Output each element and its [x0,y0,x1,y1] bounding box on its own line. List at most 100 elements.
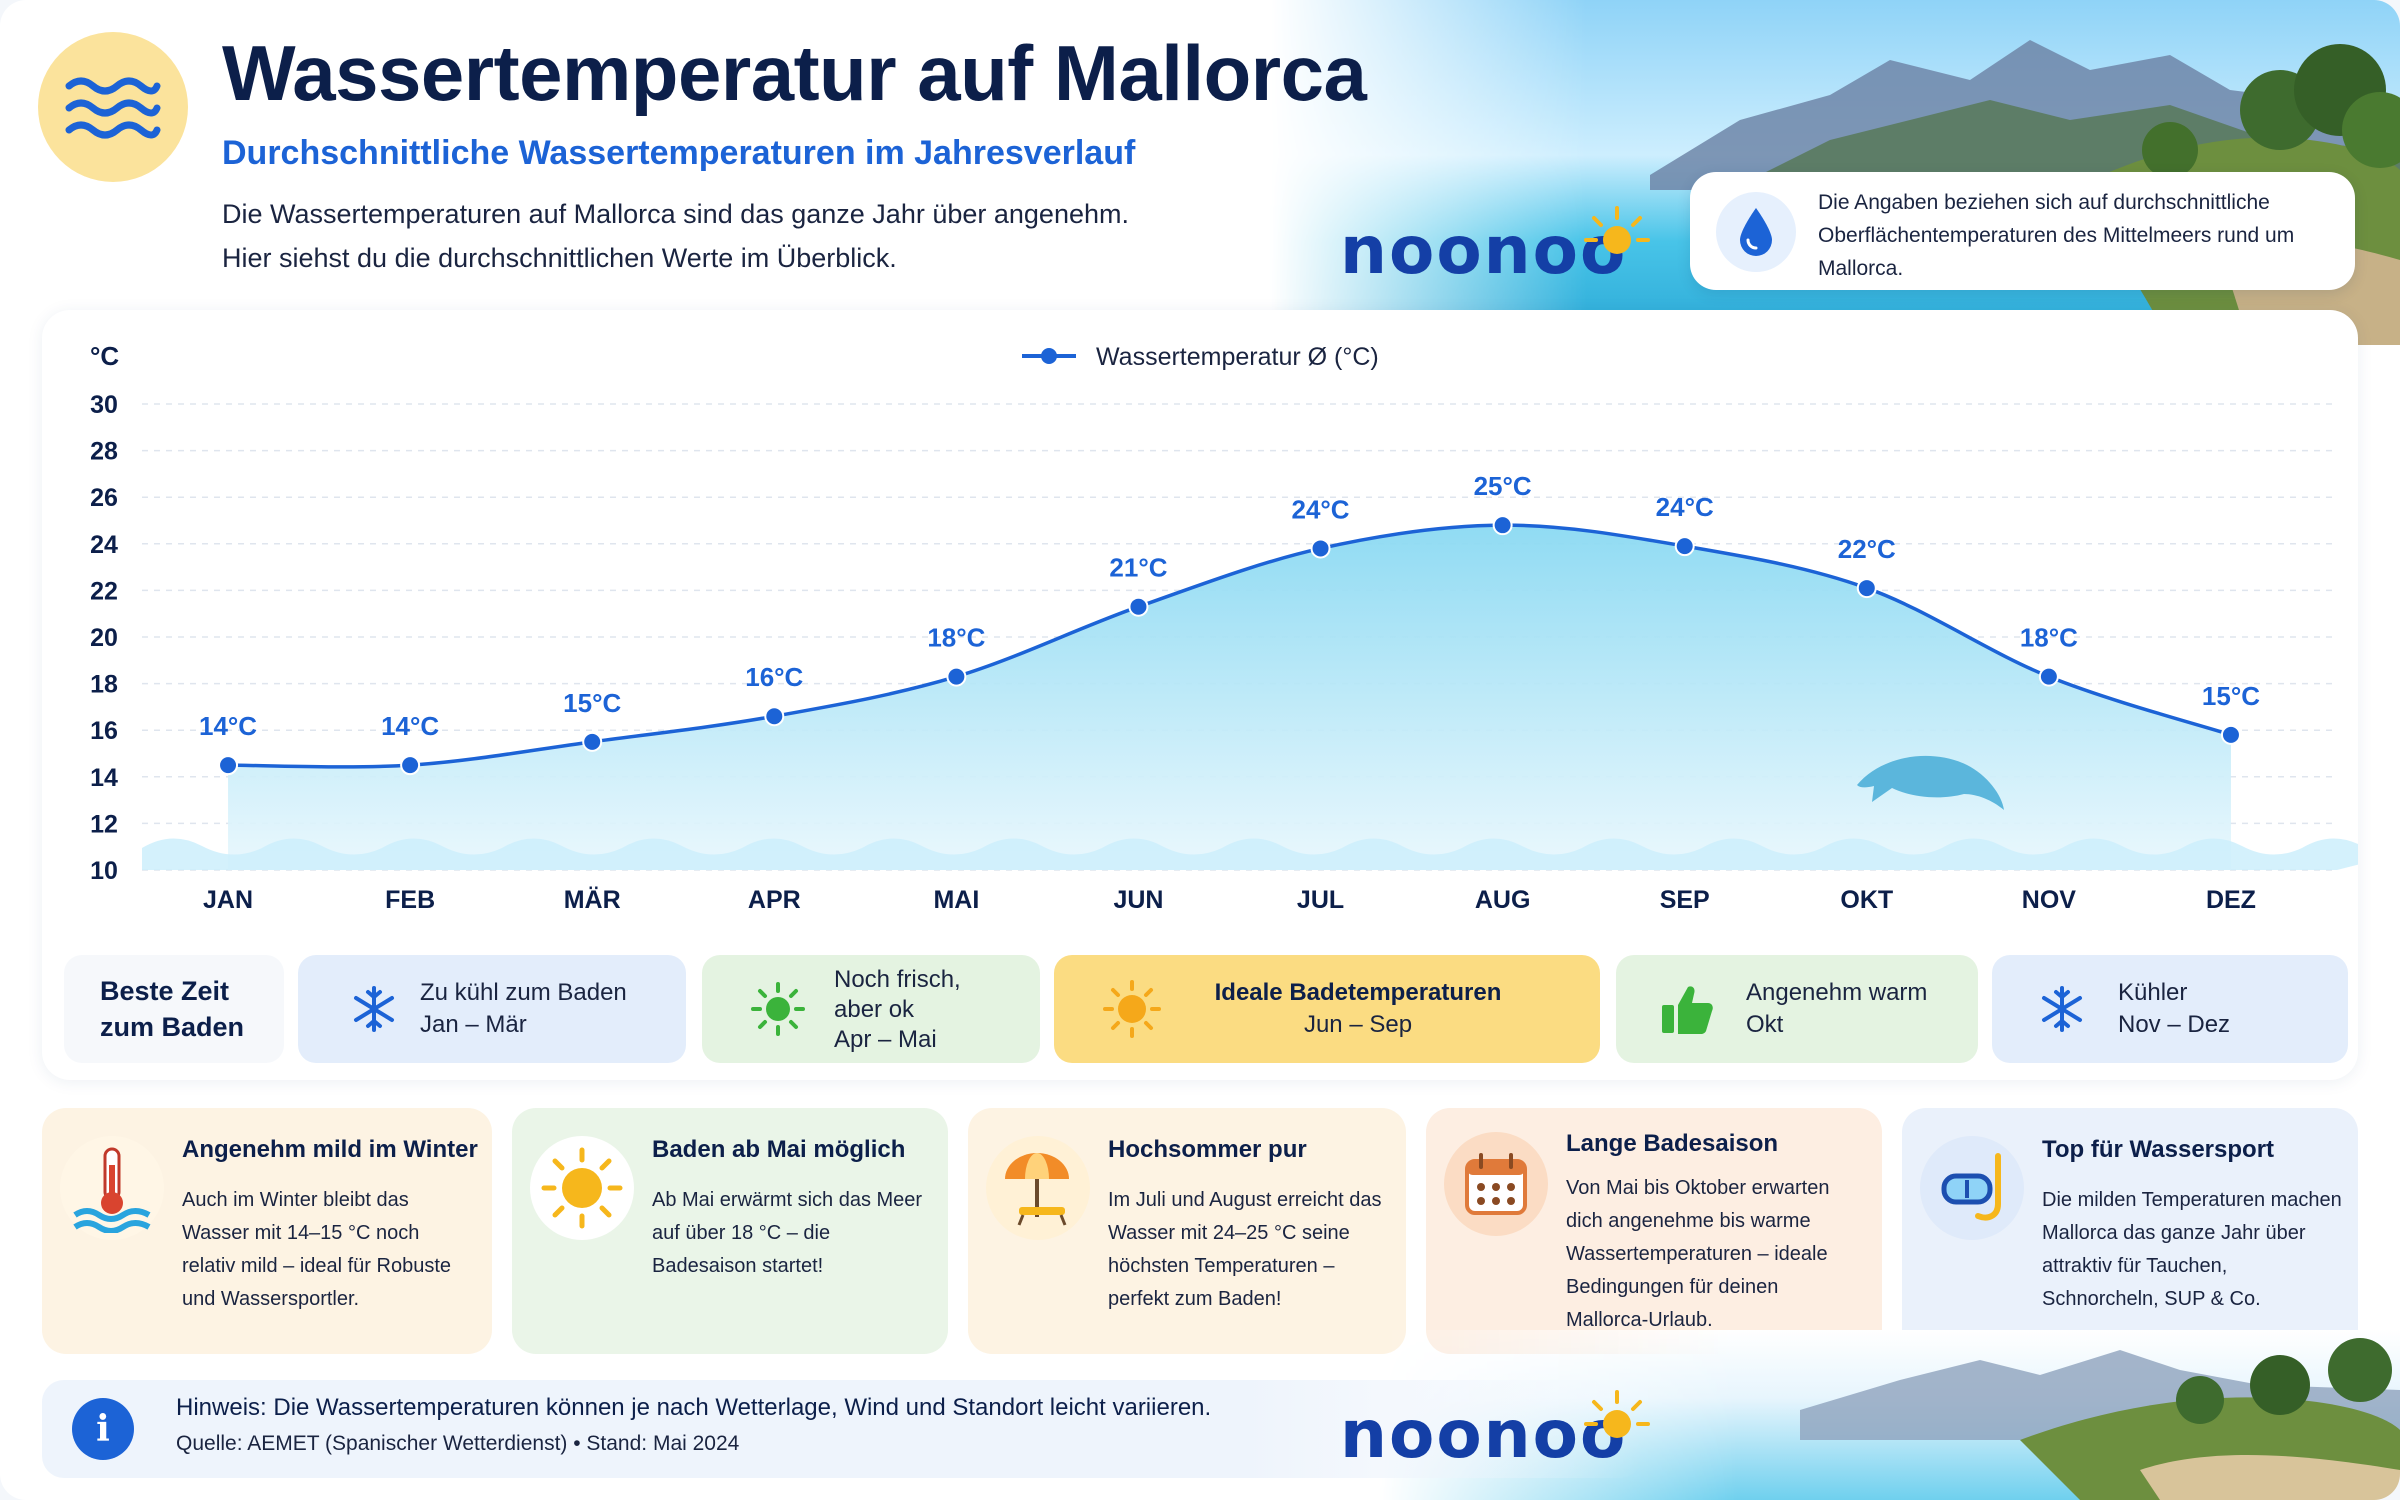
card-text: Von Mai bis Oktober erwarten dich angene… [1566,1177,1830,1331]
intro-text: Die Wassertemperaturen auf Mallorca sind… [222,192,1222,280]
season-too-cold: Zu kühl zum Baden Jan – Mär [298,955,686,1063]
footer-hint: Hinweis: Die Wassertemperaturen können j… [176,1394,1212,1421]
y-tick-label: 24 [90,531,118,559]
thermometer-icon [60,1136,164,1240]
waves-icon [38,32,188,182]
data-point [1310,538,1331,559]
season-label: Ideale Badetemperaturen [1214,979,1502,1006]
season-pleasant: Angenehm warm Okt [1616,955,1978,1063]
data-label: 24°C [1291,494,1349,524]
data-label: 18°C [927,623,985,653]
data-point [1674,536,1695,557]
season-label: Angenehm warm [1746,979,1928,1006]
y-tick-label: 12 [90,810,118,838]
x-tick-label: MAI [933,886,979,914]
x-tick-label: DEZ [2206,886,2256,914]
snowflake-icon [344,979,404,1039]
beach-umbrella-icon [986,1136,1090,1240]
data-label: 16°C [745,662,803,692]
y-tick-label: 18 [90,671,118,699]
sun-icon [530,1136,634,1240]
card-title: Top für Wassersport [2042,1136,2275,1163]
best-time-label-line: Beste Zeit [100,976,230,1006]
calendar-icon [1444,1132,1548,1236]
y-tick-label: 28 [90,438,118,466]
data-label: 14°C [381,711,439,741]
brand-logo-bottom: noonoo [1340,1396,1628,1473]
snorkel-mask-icon [1920,1136,2024,1240]
x-tick-label: AUG [1475,886,1531,914]
season-months: Apr – Mai [834,1026,937,1053]
info-card-season: Lange Badesaison Von Mai bis Oktober erw… [1426,1108,1882,1354]
y-tick-label: 20 [90,624,118,652]
data-label: 21°C [1109,553,1167,583]
card-text: Auch im Winter bleibt das Wasser mit 14–… [182,1189,452,1310]
card-title: Angenehm mild im Winter [182,1136,478,1163]
info-card-may: Baden ab Mai möglich Ab Mai erwärmt sich… [512,1108,948,1354]
season-label: Kühler [2118,979,2188,1006]
season-label: aber ok [834,996,915,1023]
data-point [2220,724,2241,745]
info-icon: i [72,1398,134,1460]
info-card-watersport: Top für Wassersport Die milden Temperatu… [1902,1108,2358,1354]
season-label: Noch frisch, [834,966,961,993]
best-time-label: Beste Zeit zum Baden [64,955,284,1063]
season-months: Jun – Sep [1303,1011,1413,1038]
x-tick-label: JUN [1113,886,1163,914]
info-card-winter: Angenehm mild im Winter Auch im Winter b… [42,1108,492,1354]
dolphin-icon [1857,755,2004,810]
data-label: 15°C [563,688,621,718]
x-tick-label: SEP [1660,886,1710,914]
y-tick-label: 14 [90,764,118,792]
y-tick-label: 22 [90,577,118,605]
data-label: 18°C [2020,623,2078,653]
water-temperature-chart: 10 12 14 16 18 20 22 24 26 28 30 °C 14°C 14°C 15°C 16°C… [90,341,2358,914]
brand-sun-icon [1584,1390,1650,1438]
legend-marker [1041,348,1057,364]
data-label: 25°C [1474,471,1532,501]
season-label: Zu kühl zum Baden [420,979,627,1006]
chart-panel: 10 12 14 16 18 20 22 24 26 28 30 °C 14°C 14°C 15°C 16°C… [42,310,2358,1080]
data-point [400,755,421,776]
sun-icon [1102,979,1162,1039]
x-tick-label: NOV [2022,886,2077,914]
note-card: Die Angaben beziehen sich auf durchschni… [1690,172,2355,290]
data-point [946,666,967,687]
x-tick-label: APR [748,886,801,914]
intro-line: Hier siehst du die durchschnittlichen We… [222,243,897,273]
x-tick-label: OKT [1840,886,1893,914]
series-line [228,523,2232,769]
area-fill [228,525,2231,870]
card-text: Die milden Temperaturen machen Mallorca … [2042,1189,2342,1310]
y-tick-label: 30 [90,391,118,419]
data-label: 14°C [199,711,257,741]
y-axis-label: °C [90,341,119,371]
page-title: Wassertemperatur auf Mallorca [222,29,1367,117]
thumbs-up-icon [1656,979,1716,1039]
card-title: Lange Badesaison [1566,1130,1779,1157]
data-label: 22°C [1838,534,1896,564]
best-time-label-line: zum Baden [100,1012,245,1042]
data-label: 24°C [1656,492,1714,522]
card-title: Baden ab Mai möglich [652,1136,906,1163]
data-point [2038,666,2059,687]
legend-label: Wassertemperatur Ø (°C) [1096,343,1379,371]
y-tick-label: 10 [90,857,118,885]
page-subtitle: Durchschnittliche Wassertemperaturen im … [222,134,1136,172]
data-point [218,755,239,776]
note-text: Die Angaben beziehen sich auf durchschni… [1818,191,2295,280]
snowflake-icon [2032,979,2092,1039]
intro-line: Die Wassertemperaturen auf Mallorca sind… [222,199,1129,229]
footer-source: Quelle: AEMET (Spanischer Wetterdienst) … [176,1432,740,1455]
sea-wave [142,838,2358,870]
brand-logo: noonoo [1340,212,1628,289]
x-tick-label: JUL [1297,886,1344,914]
brand-sun-icon [1584,206,1650,254]
data-point [1492,515,1513,536]
data-point [1856,578,1877,599]
season-months: Jan – Mär [420,1011,527,1038]
green-sun-icon [748,979,808,1039]
water-drop-icon [1716,192,1796,272]
x-tick-label: FEB [385,886,435,914]
